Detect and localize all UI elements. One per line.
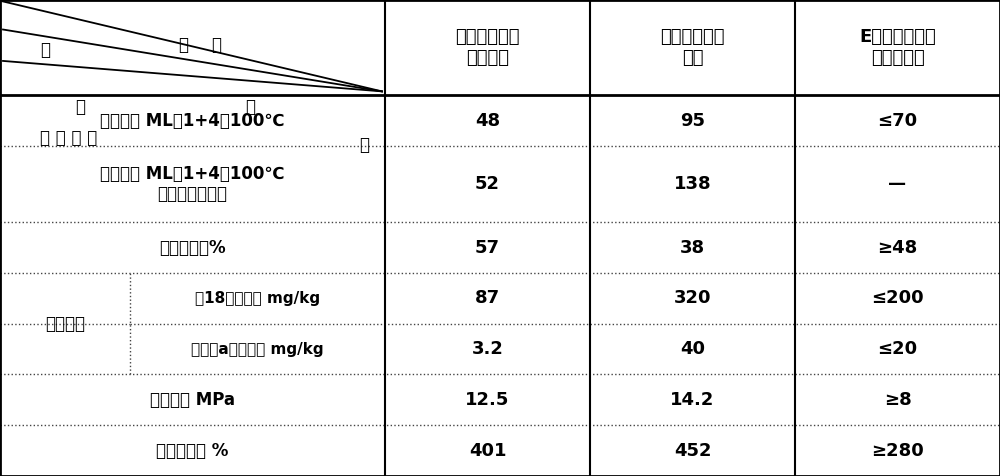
Text: E系轮胎再生橡
胶自律标准: E系轮胎再生橡 胶自律标准 [859,28,936,67]
Text: 57: 57 [475,238,500,257]
Text: ≤20: ≤20 [877,340,918,358]
Text: 40: 40 [680,340,705,358]
Bar [2,272,128,325]
Text: （18种）含量 mg/kg: （18种）含量 mg/kg [195,291,320,306]
Text: ≥8: ≥8 [884,391,911,409]
Text: 52: 52 [475,175,500,193]
Text: 门尼粘度 ML（1+4）100℃: 门尼粘度 ML（1+4）100℃ [100,111,285,129]
Text: 14.2: 14.2 [670,391,715,409]
Text: 本发明颗粒状
再生橡胶: 本发明颗粒状 再生橡胶 [455,28,520,67]
Text: 138: 138 [674,175,711,193]
Text: ≥280: ≥280 [871,442,924,460]
Text: 检 测 项 目: 检 测 项 目 [40,129,97,147]
Text: 拉断伸长率 %: 拉断伸长率 % [156,442,229,460]
Text: 拉伸强度 MPa: 拉伸强度 MPa [150,391,235,409]
Text: 橡胶烃含量%: 橡胶烃含量% [159,238,226,257]
Text: 结: 结 [40,41,50,59]
Text: ≤70: ≤70 [877,111,918,129]
Text: 401: 401 [469,442,506,460]
Text: 传统块状再生
橡胶: 传统块状再生 橡胶 [660,28,725,67]
Text: —: — [888,175,907,193]
Text: 87: 87 [475,289,500,307]
Text: 48: 48 [475,111,500,129]
Text: 12.5: 12.5 [465,391,510,409]
Text: 95: 95 [680,111,705,129]
Text: 多环芳烃: 多环芳烃 [45,315,85,333]
Text: 3.2: 3.2 [472,340,503,358]
Text: 452: 452 [674,442,711,460]
Text: 门尼粘度 ML（1+4）100℃
（放置十天后）: 门尼粘度 ML（1+4）100℃ （放置十天后） [100,165,285,203]
Text: 称: 称 [360,136,370,154]
Text: 果: 果 [75,98,85,116]
Text: 橡    胶: 橡 胶 [179,36,222,54]
Text: 名: 名 [245,98,255,116]
Text: ≤200: ≤200 [871,289,924,307]
Text: 38: 38 [680,238,705,257]
Text: 320: 320 [674,289,711,307]
Text: 苯并（a）芊含量 mg/kg: 苯并（a）芊含量 mg/kg [191,342,324,357]
Text: ≥48: ≥48 [877,238,918,257]
